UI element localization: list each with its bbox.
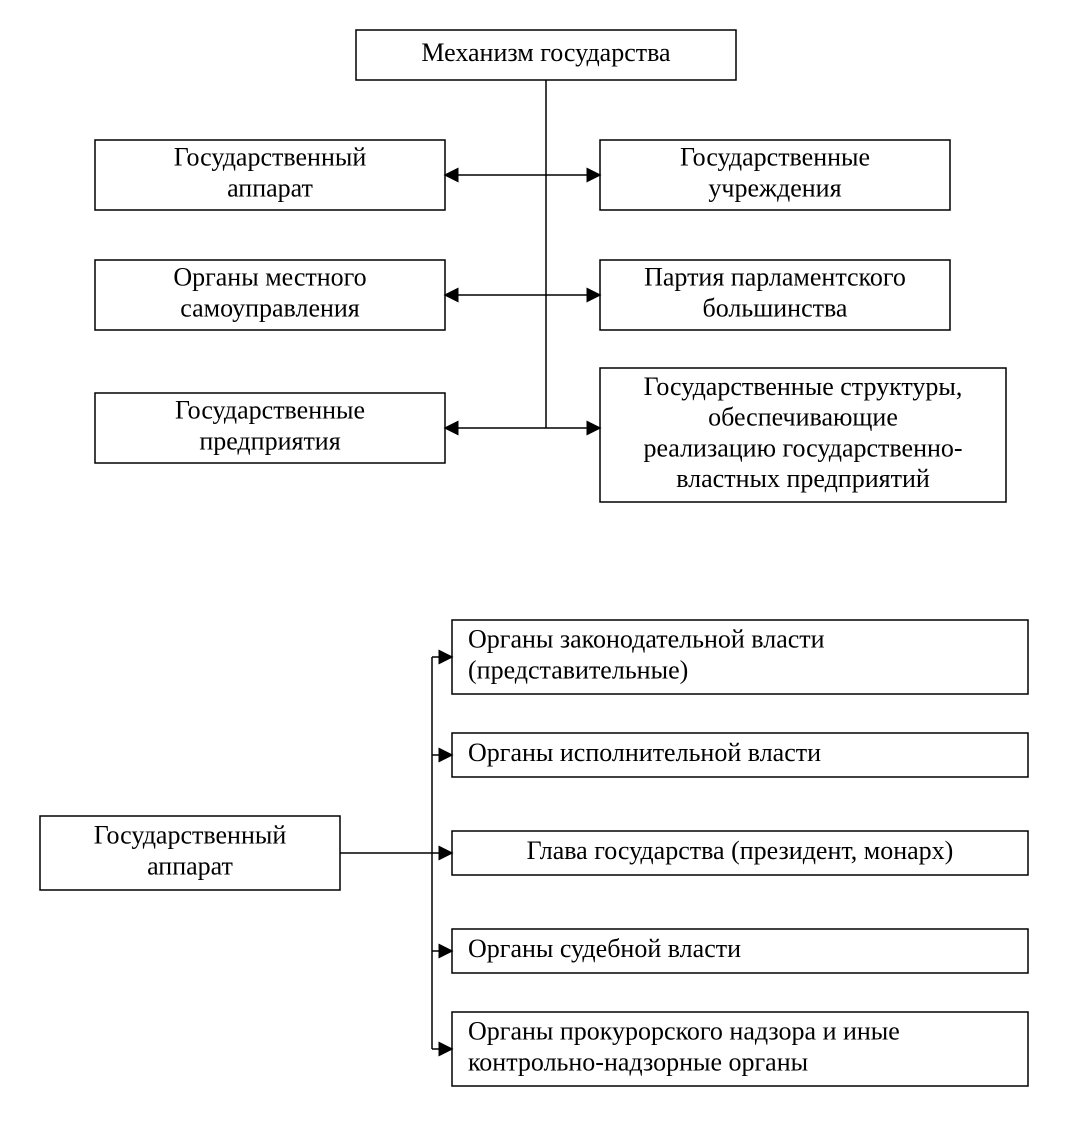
d1-l3-line-1: предприятия xyxy=(199,426,340,455)
d1-l2-line-0: Органы местного xyxy=(173,263,366,292)
d1-l1: Государственныйаппарат xyxy=(95,140,445,210)
d1-l3-line-0: Государственные xyxy=(175,396,365,425)
d2-root-line-1: аппарат xyxy=(147,851,233,880)
d1-r3-line-1: обеспечивающие xyxy=(708,403,898,432)
d2-b3: Глава государства (президент, монарх) xyxy=(452,831,1028,875)
d2-b1: Органы законодательной власти(представит… xyxy=(452,620,1028,694)
d1-r3: Государственные структуры,обеспечивающие… xyxy=(600,368,1006,502)
d2-b3-line-0: Глава государства (президент, монарх) xyxy=(527,836,954,865)
d1-root: Механизм государства xyxy=(356,30,736,80)
d1-r3-line-0: Государственные структуры, xyxy=(644,372,963,401)
d1-r2-line-1: большинства xyxy=(703,293,848,322)
d1-r3-line-3: властных предприятий xyxy=(676,464,930,493)
d2-b5-line-1: контрольно-надзорные органы xyxy=(468,1047,808,1076)
d1-r1: Государственныеучреждения xyxy=(600,140,950,210)
d1-l2: Органы местногосамоуправления xyxy=(95,260,445,330)
d1-root-line-0: Механизм государства xyxy=(421,38,671,67)
d2-b2: Органы исполнительной власти xyxy=(452,733,1028,777)
d1-r3-line-2: реализацию государственно- xyxy=(643,433,962,462)
d2-b4: Органы судебной власти xyxy=(452,929,1028,973)
d2-b4-line-0: Органы судебной власти xyxy=(468,934,741,963)
d1-l1-line-1: аппарат xyxy=(227,173,313,202)
d1-l2-line-1: самоуправления xyxy=(180,293,360,322)
d1-r1-line-1: учреждения xyxy=(708,173,841,202)
d2-b5: Органы прокурорского надзора и иныеконтр… xyxy=(452,1012,1028,1086)
d2-root: Государственныйаппарат xyxy=(40,816,340,890)
d2-b2-line-0: Органы исполнительной власти xyxy=(468,738,821,767)
d2-root-line-0: Государственный xyxy=(94,821,287,850)
d1-l1-line-0: Государственный xyxy=(174,143,367,172)
d2-b1-line-0: Органы законодательной власти xyxy=(468,625,825,654)
d1-r1-line-0: Государственные xyxy=(680,143,870,172)
d2-b5-line-0: Органы прокурорского надзора и иные xyxy=(468,1017,900,1046)
d1-r2: Партия парламентскогобольшинства xyxy=(600,260,950,330)
d2-b1-line-1: (представительные) xyxy=(468,655,688,684)
d1-l3: Государственныепредприятия xyxy=(95,393,445,463)
d1-r2-line-0: Партия парламентского xyxy=(644,263,906,292)
